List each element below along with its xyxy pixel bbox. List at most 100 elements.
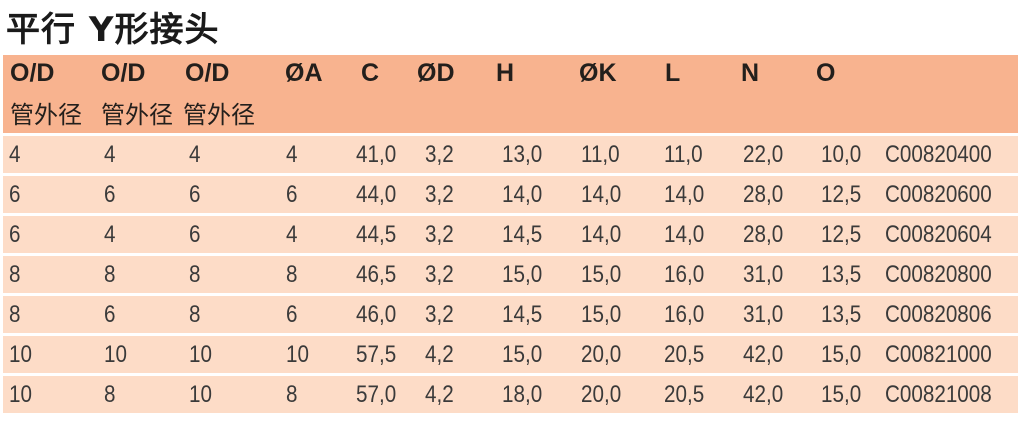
col-header-c: C xyxy=(361,59,380,87)
cell-od-2: 4 xyxy=(104,221,116,248)
cell-od-3: 6 xyxy=(189,221,201,248)
table-body: 4 4 4 4 41,0 3,2 13,0 11,0 11,0 22,0 10,0 C00820400… xyxy=(3,136,1018,413)
cell-l: 16,0 xyxy=(664,301,705,328)
cell-code: C00821008 xyxy=(885,381,992,408)
cell-o: 13,5 xyxy=(821,301,862,328)
cell-od-3: 10 xyxy=(189,381,212,408)
cell-d: 3,2 xyxy=(425,261,454,288)
col-header-h: H xyxy=(496,59,515,87)
cell-c: 57,0 xyxy=(356,381,397,408)
table-row: 8 6 8 6 46,0 3,2 14,5 15,0 16,0 31,0 13,5 C00820806 xyxy=(3,296,1018,333)
col-header-d: ØD xyxy=(417,59,455,87)
cell-od-3: 8 xyxy=(189,301,201,328)
cell-c: 46,5 xyxy=(356,261,397,288)
cell-a: 4 xyxy=(286,141,298,168)
col-header-n: N xyxy=(741,59,760,87)
cell-d: 4,2 xyxy=(425,341,454,368)
col-subheader-3: 管外径 xyxy=(183,101,255,129)
cell-o: 12,5 xyxy=(821,181,862,208)
cell-d: 3,2 xyxy=(425,181,454,208)
cell-l: 16,0 xyxy=(664,261,705,288)
cell-c: 44,5 xyxy=(356,221,397,248)
cell-od-3: 8 xyxy=(189,261,201,288)
cell-n: 28,0 xyxy=(743,181,784,208)
table-row: 10 8 10 8 57,0 4,2 18,0 20,0 20,5 42,0 15,0 C008210… xyxy=(3,376,1018,413)
cell-a: 8 xyxy=(286,381,298,408)
cell-n: 28,0 xyxy=(743,221,784,248)
cell-l: 20,5 xyxy=(664,341,705,368)
cell-n: 42,0 xyxy=(743,341,784,368)
cell-od-2: 6 xyxy=(104,181,116,208)
cell-od-1: 8 xyxy=(9,301,21,328)
cell-d: 3,2 xyxy=(425,141,454,168)
col-header-od-3: O/D xyxy=(185,59,230,87)
cell-k: 15,0 xyxy=(581,301,622,328)
cell-a: 8 xyxy=(286,261,298,288)
cell-k: 15,0 xyxy=(581,261,622,288)
cell-od-1: 6 xyxy=(9,221,21,248)
col-subheader-2: 管外径 xyxy=(101,101,173,129)
col-header-od-2: O/D xyxy=(101,59,146,87)
cell-k: 14,0 xyxy=(581,221,622,248)
cell-o: 12,5 xyxy=(821,221,862,248)
cell-h: 15,0 xyxy=(502,261,543,288)
col-header-od-1: O/D xyxy=(10,59,55,87)
cell-od-2: 8 xyxy=(104,261,116,288)
col-header-o: O xyxy=(816,59,836,87)
cell-c: 46,0 xyxy=(356,301,397,328)
cell-l: 11,0 xyxy=(664,141,703,168)
col-header-a: ØA xyxy=(285,59,323,87)
cell-od-1: 10 xyxy=(9,381,32,408)
cell-n: 22,0 xyxy=(743,141,784,168)
cell-od-1: 10 xyxy=(9,341,32,368)
cell-a: 4 xyxy=(286,221,298,248)
cell-d: 3,2 xyxy=(425,301,454,328)
table-row: 6 4 6 4 44,5 3,2 14,5 14,0 14,0 28,0 12,5 C00820604 xyxy=(3,216,1018,253)
cell-k: 14,0 xyxy=(581,181,622,208)
col-header-l: L xyxy=(665,59,681,87)
cell-code: C00820800 xyxy=(885,261,992,288)
cell-a: 6 xyxy=(286,301,298,328)
cell-k: 20,0 xyxy=(581,381,622,408)
cell-a: 6 xyxy=(286,181,298,208)
cell-od-2: 6 xyxy=(104,301,116,328)
cell-od-3: 10 xyxy=(189,341,212,368)
col-subheader-1: 管外径 xyxy=(10,101,82,129)
cell-od-1: 8 xyxy=(9,261,21,288)
cell-o: 13,5 xyxy=(821,261,862,288)
cell-c: 44,0 xyxy=(356,181,397,208)
cell-code: C00820400 xyxy=(885,141,992,168)
cell-o: 15,0 xyxy=(821,381,862,408)
cell-h: 18,0 xyxy=(502,381,543,408)
cell-c: 57,5 xyxy=(356,341,397,368)
spec-table: O/D O/D O/D ØA C ØD H ØK L N O 管外径 管外径 管… xyxy=(3,55,1018,413)
cell-od-1: 6 xyxy=(9,181,21,208)
cell-od-3: 4 xyxy=(189,141,201,168)
page-title: 平行 Y形接头 xyxy=(6,10,220,50)
cell-od-1: 4 xyxy=(9,141,21,168)
cell-a: 10 xyxy=(286,341,309,368)
cell-code: C00821000 xyxy=(885,341,992,368)
col-header-k: ØK xyxy=(579,59,617,87)
cell-l: 14,0 xyxy=(664,221,705,248)
cell-od-2: 10 xyxy=(104,341,127,368)
table-header: O/D O/D O/D ØA C ØD H ØK L N O 管外径 管外径 管… xyxy=(3,55,1018,133)
cell-od-2: 4 xyxy=(104,141,116,168)
cell-n: 42,0 xyxy=(743,381,784,408)
cell-k: 20,0 xyxy=(581,341,622,368)
table-row: 10 10 10 10 57,5 4,2 15,0 20,0 20,5 42,0 15,0 C0082… xyxy=(3,336,1018,373)
table-row: 8 8 8 8 46,5 3,2 15,0 15,0 16,0 31,0 13,5 C00820800 xyxy=(3,256,1018,293)
table-row: 6 6 6 6 44,0 3,2 14,0 14,0 14,0 28,0 12,5 C00820600 xyxy=(3,176,1018,213)
cell-o: 15,0 xyxy=(821,341,862,368)
table-row: 4 4 4 4 41,0 3,2 13,0 11,0 11,0 22,0 10,0 C00820400 xyxy=(3,136,1018,173)
cell-o: 10,0 xyxy=(821,141,862,168)
cell-od-3: 6 xyxy=(189,181,201,208)
cell-code: C00820806 xyxy=(885,301,992,328)
cell-od-2: 8 xyxy=(104,381,116,408)
cell-h: 15,0 xyxy=(502,341,543,368)
cell-n: 31,0 xyxy=(743,301,784,328)
cell-h: 14,5 xyxy=(502,221,543,248)
cell-d: 4,2 xyxy=(425,381,454,408)
cell-n: 31,0 xyxy=(743,261,784,288)
cell-code: C00820604 xyxy=(885,221,992,248)
